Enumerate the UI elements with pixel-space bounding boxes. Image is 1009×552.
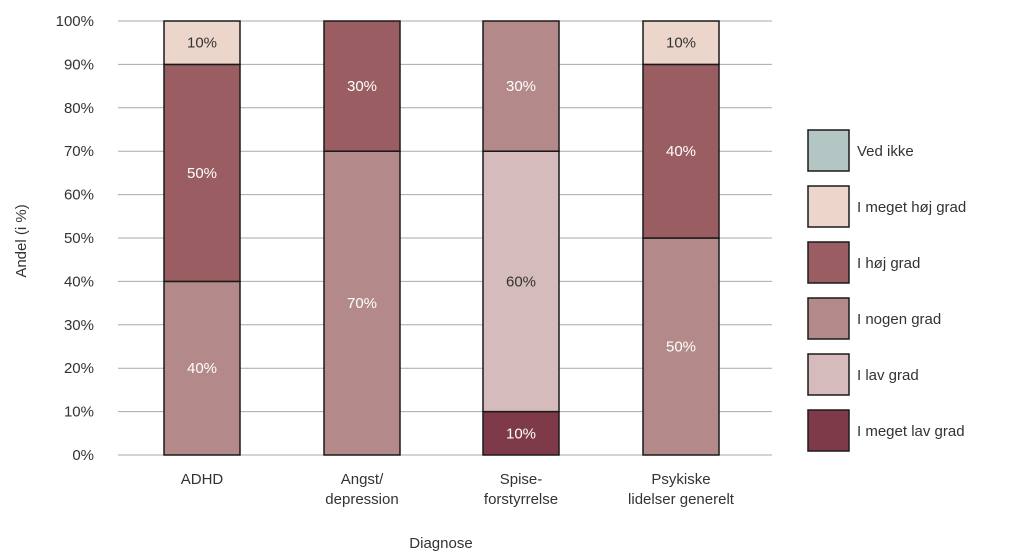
legend-label: I meget lav grad	[857, 423, 965, 440]
legend-label: I høj grad	[857, 255, 920, 272]
x-category-label-line: Spise-	[500, 471, 543, 488]
x-category-label-line: Psykiske	[651, 471, 710, 488]
y-tick-label: 40%	[64, 273, 94, 290]
x-category-label: ADHD	[181, 471, 224, 488]
legend-swatch	[807, 353, 850, 396]
y-axis-title: Andel (i %)	[13, 204, 30, 277]
data-label: 30%	[506, 78, 536, 95]
bar-segment	[642, 20, 720, 66]
y-tick-label: 100%	[56, 13, 94, 30]
bar-segment	[323, 20, 401, 152]
bar-segment	[642, 63, 720, 239]
data-label: 10%	[187, 35, 217, 52]
legend-swatch	[807, 297, 850, 340]
data-label: 10%	[666, 35, 696, 52]
data-label: 30%	[347, 78, 377, 95]
y-tick-label: 80%	[64, 100, 94, 117]
bar-segment	[642, 237, 720, 456]
x-category-label: Spise-forstyrrelse	[484, 471, 558, 508]
legend-swatch	[807, 409, 850, 452]
data-label: 50%	[666, 339, 696, 356]
x-category-label-line: Angst/	[341, 471, 384, 488]
data-label: 10%	[506, 425, 536, 442]
data-label: 70%	[347, 295, 377, 312]
x-category-label: Psykiske lidelser generelt	[628, 471, 735, 508]
x-axis-categories: ADHD Angst/depression Spise-forstyrrelse Ps…	[181, 471, 735, 508]
data-label: 50%	[187, 165, 217, 182]
legend-swatch	[807, 129, 850, 172]
x-category-label-line: lidelser generelt	[628, 491, 735, 508]
x-category-label: Angst/depression	[325, 471, 398, 508]
legend-label: I nogen grad	[857, 311, 941, 328]
y-tick-label: 0%	[72, 447, 94, 464]
bar-segment	[163, 20, 241, 66]
legend-label: Ved ikke	[857, 143, 914, 160]
x-axis-title: Diagnose	[409, 535, 472, 552]
legend-label: I lav grad	[857, 367, 919, 384]
y-tick-label: 50%	[64, 230, 94, 247]
bar-segment	[482, 20, 560, 152]
y-tick-label: 90%	[64, 56, 94, 73]
y-tick-label: 30%	[64, 317, 94, 334]
bar-segment	[323, 150, 401, 456]
y-tick-label: 10%	[64, 404, 94, 421]
bars: 40% 50% 10% 70% 30% 10% 60% 30% 50% 40% 10%	[163, 20, 720, 456]
legend-swatch	[807, 241, 850, 284]
legend: Ved ikke I meget høj grad I høj grad I noge…	[807, 129, 966, 452]
bar-segment	[482, 150, 560, 413]
data-label: 60%	[506, 273, 536, 290]
legend-swatch	[807, 185, 850, 228]
x-category-label-line: forstyrrelse	[484, 491, 558, 508]
legend-label: I meget høj grad	[857, 199, 966, 216]
x-category-label-line: ADHD	[181, 471, 224, 488]
data-label: 40%	[187, 360, 217, 377]
y-axis-ticks: 0% 10% 20% 30% 40% 50% 60% 70% 80% 90% 100%	[56, 13, 94, 464]
bar-segment	[163, 63, 241, 283]
y-tick-label: 60%	[64, 187, 94, 204]
x-category-label-line: depression	[325, 491, 398, 508]
data-label: 40%	[666, 143, 696, 160]
bar-segment	[163, 280, 241, 456]
y-tick-label: 20%	[64, 360, 94, 377]
y-tick-label: 70%	[64, 143, 94, 160]
